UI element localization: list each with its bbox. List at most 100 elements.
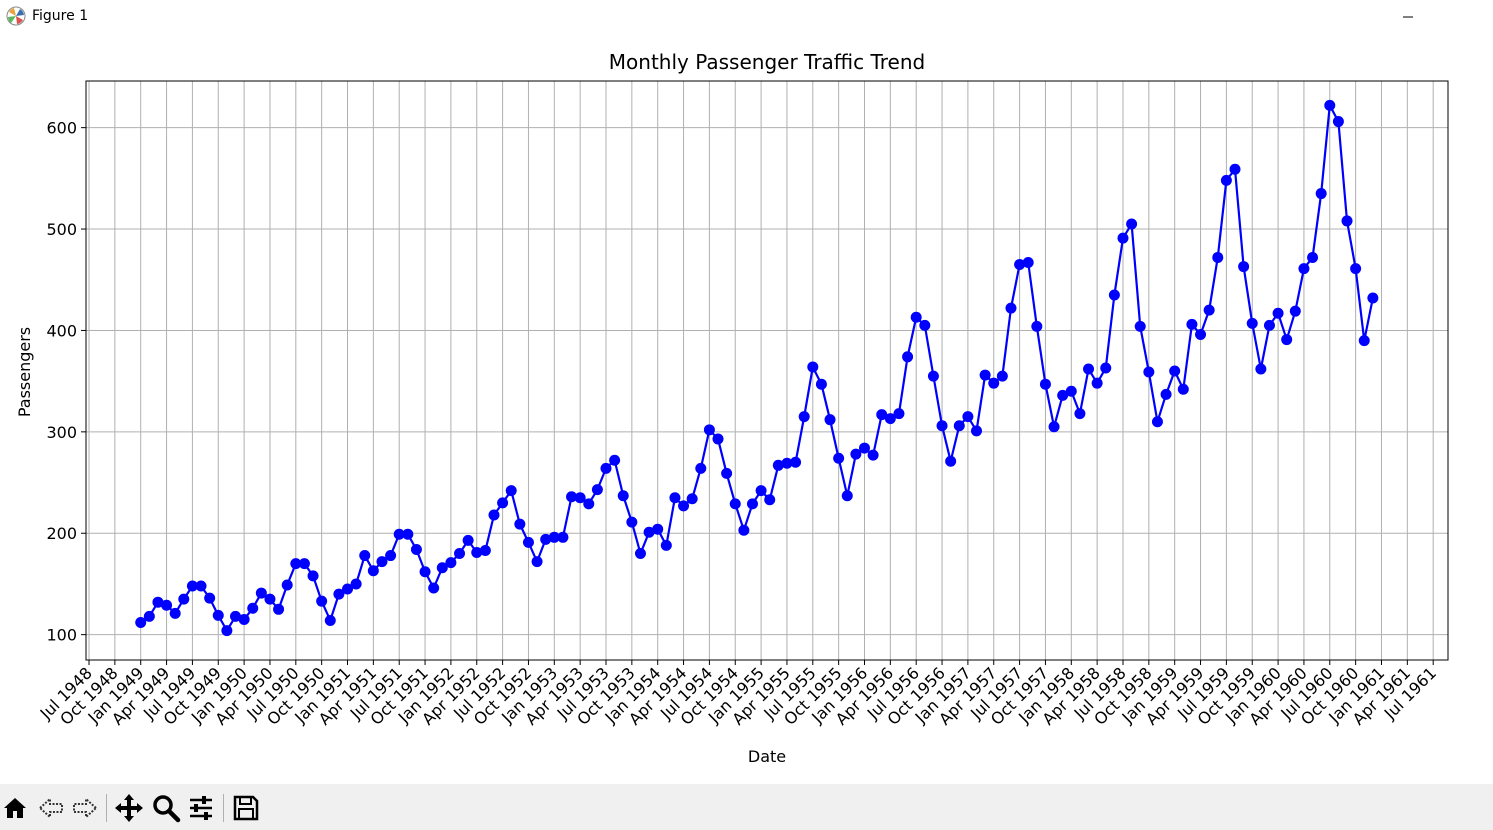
data-point	[919, 319, 931, 331]
data-point	[1108, 289, 1120, 301]
grid	[86, 81, 1448, 660]
data-point	[178, 593, 190, 605]
pan-button[interactable]	[114, 793, 144, 823]
zoom-button[interactable]	[151, 793, 181, 823]
toolbar-separator	[223, 794, 224, 822]
data-point	[333, 588, 345, 600]
data-point	[1298, 263, 1310, 275]
data-point	[350, 578, 362, 590]
data-point	[790, 456, 802, 468]
data-point	[436, 562, 448, 574]
data-point	[298, 558, 310, 570]
x-axis-label: Date	[748, 747, 786, 766]
configure-subplots-button[interactable]	[186, 793, 216, 823]
data-point	[1005, 302, 1017, 314]
data-point	[548, 531, 560, 543]
data-point	[1350, 263, 1362, 275]
data-point	[359, 550, 371, 562]
minimize-button[interactable]	[1385, 0, 1431, 33]
data-point	[1229, 163, 1241, 175]
data-point	[1341, 215, 1353, 227]
forward-icon	[73, 796, 98, 820]
data-point	[393, 528, 405, 540]
data-point	[1324, 99, 1336, 111]
save-button[interactable]	[231, 793, 261, 823]
data-point	[971, 425, 983, 437]
data-point	[807, 361, 819, 373]
data-point	[1117, 232, 1129, 244]
data-point	[376, 556, 388, 568]
data-point	[135, 616, 147, 628]
data-point	[152, 596, 164, 608]
configure-subplots-icon	[190, 796, 212, 820]
data-point	[910, 311, 922, 323]
data-point	[307, 570, 319, 582]
zoom-icon	[153, 795, 181, 823]
data-point	[902, 351, 914, 363]
data-point	[212, 609, 224, 621]
home-button[interactable]	[0, 793, 30, 823]
data-point	[402, 528, 414, 540]
data-point	[1246, 317, 1258, 329]
data-point	[143, 610, 155, 622]
y-tick-label: 300	[46, 423, 77, 442]
y-axis-label: Passengers	[15, 327, 34, 417]
data-point	[833, 452, 845, 464]
data-point	[479, 544, 491, 556]
data-point	[1143, 366, 1155, 378]
forward-button[interactable]	[70, 793, 100, 823]
data-point	[1272, 307, 1284, 319]
data-point	[1220, 174, 1232, 186]
data-point	[566, 491, 578, 503]
y-tick-label: 600	[46, 119, 77, 138]
data-point	[367, 565, 379, 577]
y-axis: 100 200 300 400 500 600	[46, 119, 86, 645]
data-point	[953, 420, 965, 432]
figure-canvas: Jul 1948 Oct 1948 Jan 1949 Apr 1949 Jul 1949…	[0, 33, 1493, 784]
data-point	[703, 424, 715, 436]
data-point	[824, 414, 836, 426]
data-point	[273, 603, 285, 615]
data-point	[1212, 251, 1224, 263]
axes-frame	[85, 80, 1449, 661]
data-point	[1186, 318, 1198, 330]
data-point	[195, 580, 207, 592]
data-point	[609, 454, 621, 466]
toolbar-separator	[106, 794, 107, 822]
data-point	[557, 531, 569, 543]
data-point	[729, 498, 741, 510]
data-point	[1160, 388, 1172, 400]
data-point	[1057, 389, 1069, 401]
data-point	[1065, 385, 1077, 397]
window-titlebar: Figure 1	[0, 0, 1493, 33]
back-button[interactable]	[36, 793, 66, 823]
data-point	[643, 526, 655, 538]
data-point	[1169, 365, 1181, 377]
data-point	[936, 420, 948, 432]
data-point	[979, 369, 991, 381]
y-tick-label: 100	[46, 626, 77, 645]
data-point	[1332, 116, 1344, 128]
series-passengers	[135, 99, 1379, 637]
data-point	[1100, 362, 1112, 374]
data-point	[1126, 218, 1138, 230]
window-title: Figure 1	[32, 8, 89, 24]
y-tick-label: 500	[46, 220, 77, 239]
data-point	[798, 411, 810, 423]
data-point	[876, 409, 888, 421]
data-point	[660, 539, 672, 551]
data-point	[410, 543, 422, 555]
data-point	[1307, 251, 1319, 263]
data-point	[695, 462, 707, 474]
data-point	[772, 459, 784, 471]
data-point	[600, 462, 612, 474]
data-point	[255, 587, 267, 599]
data-point	[945, 455, 957, 467]
data-point	[1031, 320, 1043, 332]
data-point	[1263, 319, 1275, 331]
data-point	[1074, 408, 1086, 420]
data-point	[1315, 188, 1327, 200]
data-point	[1091, 377, 1103, 389]
minimize-icon	[1403, 16, 1413, 17]
data-point	[385, 550, 397, 562]
